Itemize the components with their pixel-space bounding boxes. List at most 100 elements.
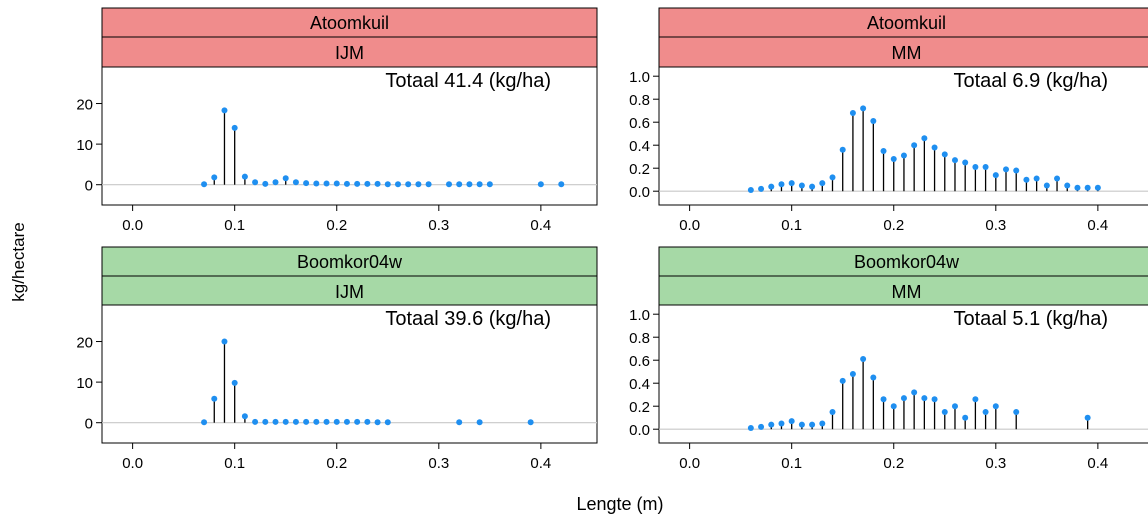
- x-tick-label: 0.2: [326, 455, 347, 472]
- x-tick-label: 0.1: [781, 455, 802, 472]
- data-point: [951, 403, 958, 410]
- data-point: [819, 420, 826, 427]
- data-point: [252, 179, 259, 186]
- x-tick-label: 0.0: [122, 455, 143, 472]
- data-point: [982, 408, 989, 415]
- data-point: [415, 181, 422, 188]
- data-point: [962, 414, 969, 421]
- plot-frame: [658, 304, 1148, 444]
- y-tick-label: 0.8: [629, 330, 650, 347]
- data-point: [921, 395, 928, 402]
- data-point: [476, 419, 483, 426]
- data-point: [1064, 182, 1071, 189]
- data-point: [1084, 414, 1091, 421]
- data-point: [921, 135, 928, 142]
- data-point: [758, 423, 765, 430]
- y-tick-label: 1.0: [629, 307, 650, 324]
- panel-4: Boomkor04w MM 0.0 0.2 0.4 0.6 0.8 1.0 0.0 0.1 0.2 0…: [629, 246, 1148, 472]
- data-point: [364, 180, 371, 187]
- data-point: [1084, 184, 1091, 191]
- data-point: [231, 379, 238, 386]
- data-point: [870, 374, 877, 381]
- plot-frame: [658, 66, 1148, 206]
- data-point: [282, 418, 289, 425]
- y-tick-label: 0.8: [629, 92, 650, 109]
- data-point: [211, 174, 218, 181]
- data-point: [768, 183, 775, 190]
- y-tick-label: 0: [85, 178, 93, 195]
- data-point: [982, 164, 989, 171]
- data-point: [951, 157, 958, 164]
- data-point: [354, 418, 361, 425]
- data-point: [849, 371, 856, 377]
- data-point: [343, 418, 350, 425]
- plot-frame: [101, 304, 598, 444]
- y-tick-label: 0.2: [629, 161, 650, 178]
- y-tick-label: 10: [76, 375, 93, 392]
- x-tick-label: 0.0: [679, 455, 700, 472]
- strip-top: [101, 246, 598, 277]
- data-point: [962, 159, 969, 166]
- panel-3: Boomkor04w IJM 0 10 20 0.0 0.1 0.2 0.3 0.4 Totaal …: [76, 246, 598, 472]
- data-point: [931, 396, 938, 403]
- strip-bottom: [101, 275, 598, 306]
- plot-frame: [101, 66, 598, 206]
- y-tick-label: 0.6: [629, 115, 650, 132]
- data-point: [819, 180, 826, 187]
- total-annotation: Totaal 39.6 (kg/ha): [385, 308, 551, 330]
- data-point: [972, 164, 979, 171]
- panel-1: Atoomkuil IJM 0 10 20 0.0 0.1 0.2 0.3 0.4 Totaal 4…: [76, 7, 598, 234]
- data-point: [829, 174, 836, 181]
- data-point: [890, 156, 897, 162]
- data-point: [558, 181, 565, 188]
- data-point: [241, 413, 248, 420]
- x-axis-label: Lengte (m): [576, 494, 663, 514]
- data-point: [1033, 175, 1040, 182]
- total-annotation: Totaal 41.4 (kg/ha): [385, 70, 551, 92]
- data-point: [354, 180, 361, 187]
- y-tick-label: 20: [76, 97, 93, 114]
- data-point: [292, 418, 299, 425]
- total-annotation: Totaal 5.1 (kg/ha): [953, 308, 1108, 330]
- y-axis-label: kg/hectare: [9, 222, 28, 301]
- data-point: [537, 181, 544, 188]
- data-point: [374, 419, 381, 426]
- x-tick-label: 0.2: [326, 217, 347, 234]
- x-tick-label: 0.1: [781, 217, 802, 234]
- strip-top-label: Atoomkuil: [867, 13, 946, 33]
- data-point: [778, 420, 785, 427]
- data-point: [211, 395, 218, 402]
- data-point: [972, 396, 979, 403]
- data-point: [880, 147, 887, 154]
- x-tick-label: 0.0: [122, 217, 143, 234]
- strip-bottom: [658, 36, 1148, 68]
- x-tick-label: 0.2: [883, 455, 904, 472]
- data-point: [788, 418, 795, 425]
- data-point: [343, 180, 350, 187]
- data-point: [747, 425, 754, 432]
- data-point: [527, 419, 534, 426]
- data-point: [394, 181, 401, 188]
- data-point: [809, 183, 816, 190]
- data-point: [201, 181, 208, 188]
- y-tick-label: 0.4: [629, 138, 650, 155]
- data-point: [1023, 176, 1030, 183]
- y-tick-label: 0: [85, 416, 93, 433]
- strip-bottom-label: IJM: [335, 282, 364, 302]
- data-point: [333, 418, 340, 425]
- data-point: [262, 180, 269, 187]
- x-tick-label: 0.1: [224, 455, 245, 472]
- strip-bottom: [658, 275, 1148, 306]
- x-tick-label: 0.3: [985, 217, 1006, 234]
- y-tick-label: 0.0: [629, 422, 650, 439]
- total-annotation: Totaal 6.9 (kg/ha): [953, 70, 1108, 92]
- data-point: [1054, 175, 1061, 182]
- data-point: [1043, 182, 1050, 189]
- x-tick-label: 0.4: [1087, 217, 1108, 234]
- data-point: [1003, 166, 1010, 173]
- x-tick-label: 0.4: [530, 217, 551, 234]
- data-point: [323, 418, 330, 425]
- data-point: [252, 418, 259, 425]
